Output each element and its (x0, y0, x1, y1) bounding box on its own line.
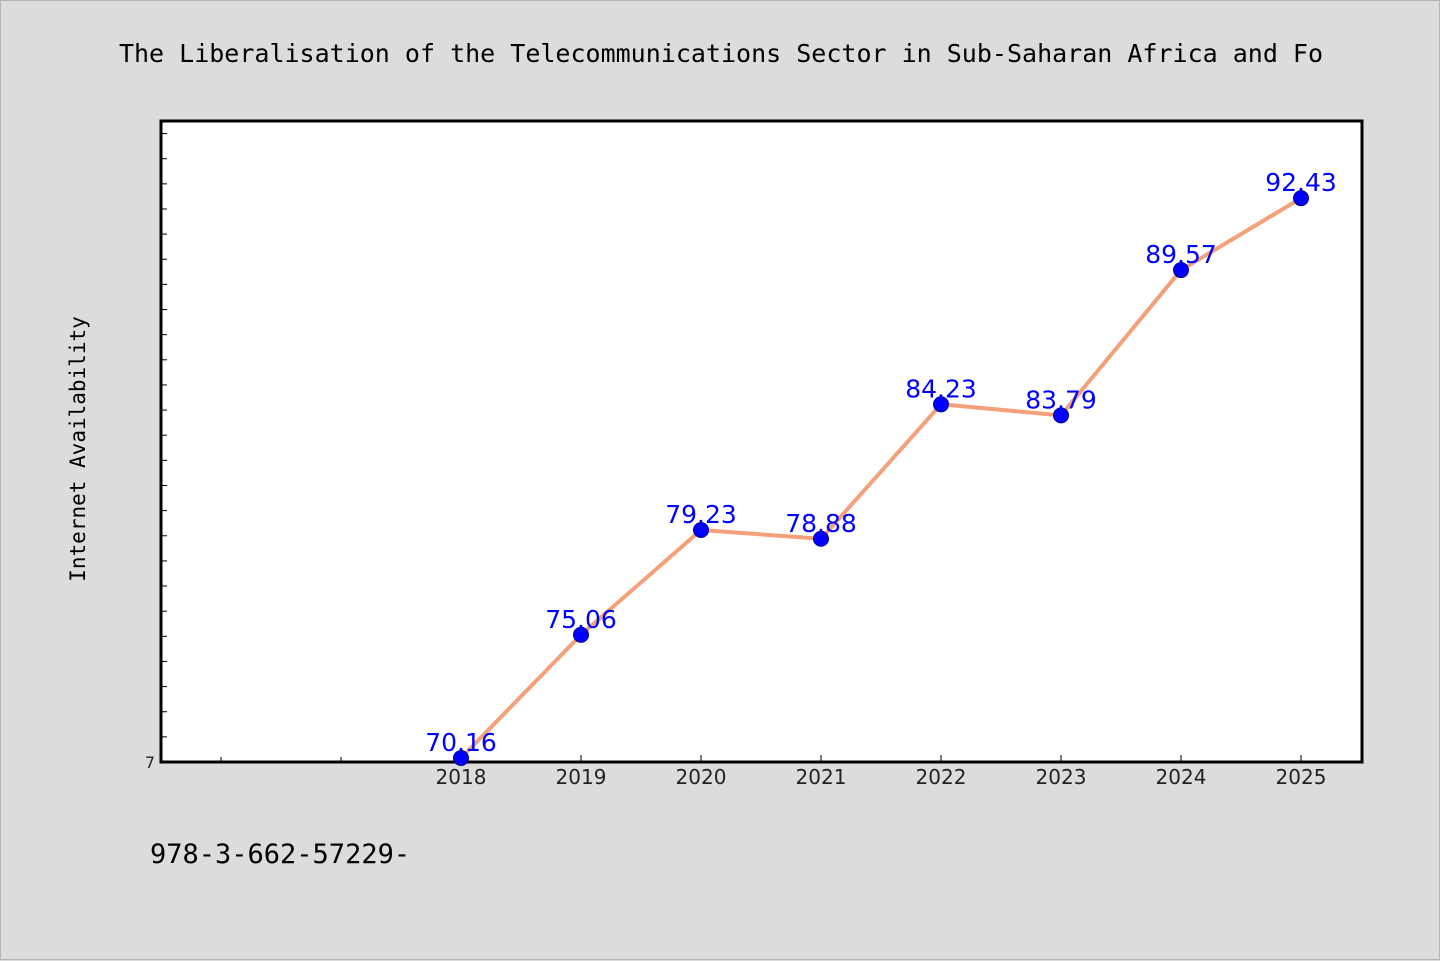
x-tick-label: 2019 (556, 765, 607, 789)
x-tick-label: 2024 (1156, 765, 1207, 789)
x-tick-label: 2018 (436, 765, 487, 789)
data-label: 78.88 (785, 509, 857, 538)
y-axis-ticks: 7 (145, 133, 167, 772)
data-label: 92.43 (1265, 168, 1337, 197)
x-tick-label: 2021 (796, 765, 847, 789)
data-point (453, 749, 469, 766)
series-line (459, 196, 1303, 760)
data-label: 83.79 (1025, 385, 1097, 414)
x-tick-label: 2020 (676, 765, 727, 789)
data-point (813, 530, 829, 547)
data-point (1293, 190, 1309, 207)
data-label: 89.57 (1145, 240, 1217, 269)
data-point (1053, 407, 1069, 424)
chart-title: The Liberalisation of the Telecommunicat… (119, 39, 1323, 68)
y-tick-label: 7 (145, 753, 155, 772)
data-label: 84.23 (905, 374, 977, 403)
y-axis-label: Internet Availability (66, 316, 90, 582)
data-point (573, 626, 589, 643)
data-point (933, 396, 949, 413)
plot-area (159, 119, 1364, 764)
series-group: 70.16 75.06 79.23 78.88 84.23 83.79 89.57 92.43 (425, 168, 1337, 766)
x-tick-label: 2025 (1276, 765, 1327, 789)
x-tick-label: 2022 (916, 765, 967, 789)
data-point (1173, 262, 1189, 279)
data-label: 70.16 (425, 728, 497, 757)
data-label: 79.23 (665, 500, 737, 529)
footnote-text: 978-3-662-57229- (150, 839, 410, 870)
x-axis-ticks: 2018 2019 2020 2021 2022 2023 2024 2025 (220, 755, 1327, 789)
data-point (693, 521, 709, 538)
x-tick-label: 2023 (1036, 765, 1087, 789)
data-label: 75.06 (545, 605, 617, 634)
